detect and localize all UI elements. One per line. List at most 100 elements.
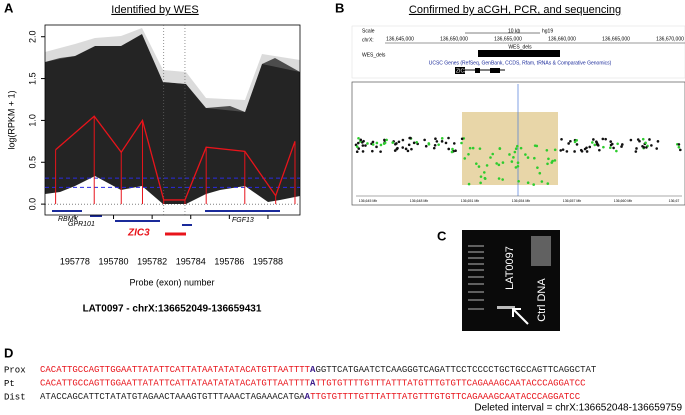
acgh-axis-label: 136,660 Mb [614,199,633,203]
probe-dot [598,148,601,152]
probe-dot [636,138,640,141]
arrow-head [512,308,521,317]
probe-dot [375,145,378,149]
probe-dot [526,156,530,159]
track-bar-label: WES_dels [508,44,532,50]
probe-dot [379,150,382,153]
seq-right: TTGTGTTTTGTTTATTTATGTTTGTGTTCAGAAAGCAATA… [315,379,586,389]
probe-dot [601,137,605,141]
y-axis-label: log(RPKM + 1) [6,90,16,149]
probe-dot [468,146,472,150]
panel-label: B [335,0,344,15]
probe-dot [497,163,501,167]
sample-line [55,115,296,201]
probe-dot [650,144,653,147]
probe-dot [475,162,478,165]
probe-dot [485,164,489,167]
probe-dot [415,140,419,144]
acgh-axis-label: 136,657 Mb [563,199,582,203]
row-name: Prox [4,365,26,375]
probe-dot [501,161,505,164]
probe-dot [393,149,397,152]
probe-dot [383,138,386,142]
panel-label: A [4,0,14,15]
probe-dot [371,143,375,146]
probe-dot [561,148,565,151]
position-label: 136,650,000 [440,36,468,42]
probe-dot [533,156,536,160]
x-axis-label: Probe (exon) number [129,277,214,287]
x-tick-label: 195784 [176,256,206,266]
probe-dot [482,171,486,174]
probe-dot [679,148,682,152]
probe-dot [634,150,638,153]
probe-dot [609,146,612,150]
probe-dot [545,148,549,152]
gene-label: GPR101 [68,221,95,228]
panel-label: D [4,345,13,360]
probe-dot [355,145,359,148]
probe-dot [533,144,537,147]
probe-dot [440,137,444,140]
row-name: Dist [4,392,26,402]
probe-dot [615,149,618,153]
probe-dot [565,150,569,153]
probe-dot [648,138,651,141]
scale-label: Scale [362,28,375,34]
probe-dot [477,165,481,168]
probe-dot [366,142,369,145]
gene-box [455,67,465,74]
probe-dot [460,137,464,141]
deleted-interval: Deleted interval = chrX:136652048-136659… [474,403,682,414]
probe-dot [516,161,520,165]
probe-dot [479,181,482,185]
probe-dot [516,165,520,168]
probe-dot [573,150,576,153]
junction: A [305,392,311,402]
probe-dot [440,140,444,143]
probe-dot [401,138,405,142]
probe-dot [546,162,549,166]
sequence: CACATTGCCAGTTGGAATTATATTCATTATAATATATACA… [40,379,586,389]
probe-dot [514,147,518,151]
probe-dot [567,142,570,145]
probe-dot [451,147,454,151]
probe-dot [609,140,613,143]
probe-dot [410,147,413,151]
probe-dot [569,139,572,143]
probe-dot [404,147,408,151]
lane-label: LAT0097 [504,246,516,290]
probe-dot [559,149,563,152]
probe-dot [513,150,517,154]
probe-dot [423,138,426,142]
probe-dot [355,150,359,153]
probe-dot [489,156,492,159]
probe-dot [588,145,592,149]
probe-dot [592,138,595,141]
probe-dot [406,149,410,153]
probe-dot [450,150,454,154]
probe-dot [435,140,439,143]
probe-dot [677,143,681,146]
probe-dot [655,147,659,150]
probe-dot [620,145,623,148]
probe-dot [508,153,511,156]
probe-dot [553,159,557,162]
gene-label: RBMX [58,216,79,223]
seq-left: CACATTGCCAGTTGGAATTATATTCATTATAATATATACA… [40,379,311,389]
probe-dot [385,138,388,142]
y-tick-label: 2.0 [27,30,37,43]
y-tick-label: 0.5 [27,156,37,169]
x-tick-label: 195786 [214,256,244,266]
probe-dot [612,146,615,150]
probe-dot [433,144,437,147]
probe-dot [437,143,440,146]
probe-dot [383,141,387,145]
probe-dot [524,153,527,156]
probe-dot [495,162,498,165]
band [497,306,515,309]
probe-dot [379,143,383,147]
probe-dot [580,149,584,153]
probe-dot [432,146,436,150]
probe-dot [356,141,360,145]
